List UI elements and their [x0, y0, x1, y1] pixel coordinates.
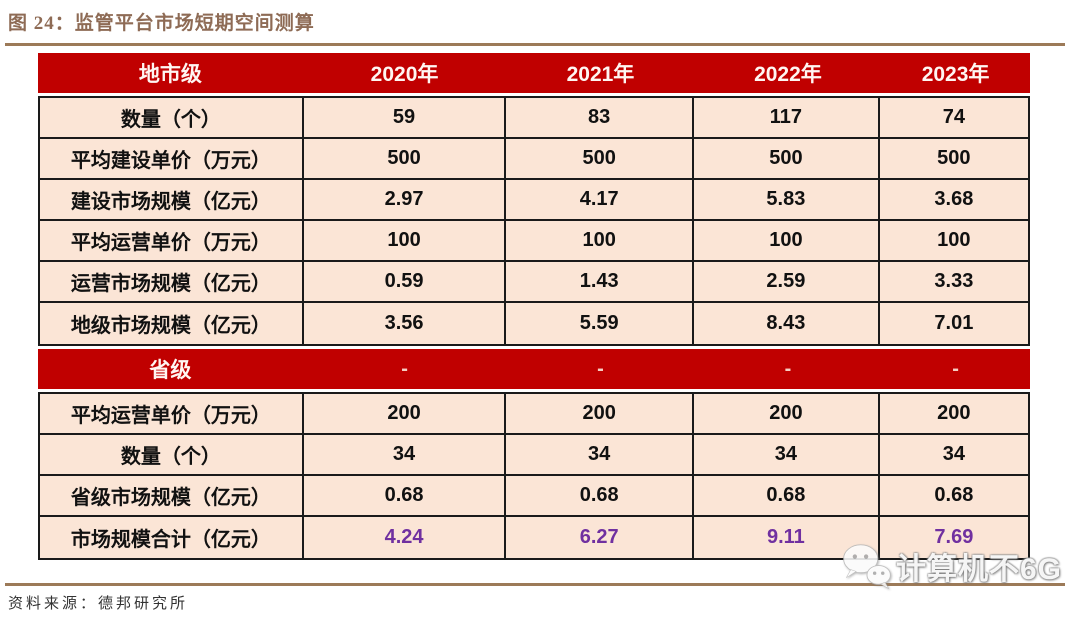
- row-gap: [38, 93, 1030, 96]
- header-cell-year: 2022年: [754, 63, 822, 86]
- header-cell-region: 地市级: [138, 63, 202, 86]
- table-row: 地级市场规模（亿元） 3.56 5.59 8.43 7.01: [40, 303, 1028, 344]
- row-label: 平均运营单价（万元）: [40, 221, 304, 260]
- cell-value: 0.68: [694, 476, 880, 515]
- row-label: 建设市场规模（亿元）: [40, 180, 304, 219]
- cell-value: 500: [879, 139, 1028, 178]
- cell-value: 4.17: [506, 180, 695, 219]
- province-section-row: 省级 - - - -: [38, 349, 1030, 389]
- row-label: 平均运营单价（万元）: [40, 394, 304, 433]
- row-label: 数量（个）: [40, 435, 304, 474]
- cell-value: 7.01: [879, 303, 1028, 344]
- cell-value: 3.68: [879, 180, 1028, 219]
- cell-value: 34: [506, 435, 695, 474]
- cell-value: 117: [694, 98, 880, 137]
- cell-value: 0.68: [303, 476, 507, 515]
- cell-value: 34: [694, 435, 880, 474]
- dash-cell: -: [597, 357, 604, 380]
- cell-value: 200: [879, 394, 1028, 433]
- table-row: 运营市场规模（亿元） 0.59 1.43 2.59 3.33: [40, 262, 1028, 303]
- total-value: 9.11: [694, 517, 880, 558]
- cell-value: 5.83: [694, 180, 880, 219]
- cell-value: 200: [694, 394, 880, 433]
- cell-value: 0.68: [506, 476, 695, 515]
- table-row: 平均运营单价（万元） 100 100 100 100: [40, 221, 1028, 262]
- cell-value: 2.59: [694, 262, 880, 301]
- cell-value: 34: [303, 435, 507, 474]
- cell-value: 8.43: [694, 303, 880, 344]
- total-value: 4.24: [303, 517, 507, 558]
- cell-value: 0.68: [879, 476, 1028, 515]
- source-attribution: 资料来源：德邦研究所: [8, 596, 189, 612]
- cell-value: 200: [506, 394, 695, 433]
- table-row: 数量（个） 59 83 117 74: [40, 98, 1028, 139]
- cell-value: 500: [506, 139, 695, 178]
- total-value: 6.27: [506, 517, 695, 558]
- header-cell-year: 2021年: [566, 63, 635, 86]
- table-row: 数量（个） 34 34 34 34: [40, 435, 1028, 476]
- dash-cell: -: [784, 357, 792, 380]
- figure-title: 图 24：监管平台市场短期空间测算: [8, 13, 315, 34]
- cell-value: 83: [506, 98, 695, 137]
- cell-value: 2.97: [303, 180, 507, 219]
- market-size-table: 地市级 2020年 2021年 2022年 2023年 数量（个） 59 83 …: [38, 53, 1030, 560]
- province-level-block: 平均运营单价（万元） 200 200 200 200 数量（个） 34 34 3…: [38, 392, 1030, 560]
- cell-value: 1.43: [506, 262, 695, 301]
- row-label: 省级市场规模（亿元）: [40, 476, 304, 515]
- table-row: 建设市场规模（亿元） 2.97 4.17 5.83 3.68: [40, 180, 1028, 221]
- cell-value: 500: [694, 139, 880, 178]
- cell-value: 74: [879, 98, 1028, 137]
- row-gap: [38, 346, 1030, 349]
- table-row: 平均运营单价（万元） 200 200 200 200: [40, 394, 1028, 435]
- cell-value: 100: [303, 221, 507, 260]
- table-row: 平均建设单价（万元） 500 500 500 500: [40, 139, 1028, 180]
- cell-value: 3.33: [879, 262, 1028, 301]
- top-divider-line: [5, 43, 1065, 46]
- dash-cell: -: [952, 357, 959, 380]
- cell-value: 34: [879, 435, 1028, 474]
- row-label: 地级市场规模（亿元）: [40, 303, 304, 344]
- header-cell-year: 2020年: [370, 63, 439, 86]
- table-header-row: 地市级 2020年 2021年 2022年 2023年: [38, 53, 1030, 93]
- header-cell-year: 2023年: [921, 63, 990, 86]
- row-label: 运营市场规模（亿元）: [40, 262, 304, 301]
- cell-value: 5.59: [506, 303, 695, 344]
- total-value: 7.69: [879, 517, 1028, 558]
- cell-value: 59: [303, 98, 507, 137]
- cell-value: 3.56: [303, 303, 507, 344]
- row-label: 数量（个）: [40, 98, 304, 137]
- cell-value: 100: [879, 221, 1028, 260]
- cell-value: 0.59: [303, 262, 507, 301]
- cell-value: 200: [303, 394, 507, 433]
- row-label: 市场规模合计（亿元）: [40, 517, 304, 558]
- section-label: 省级: [149, 359, 192, 382]
- row-label: 平均建设单价（万元）: [40, 139, 304, 178]
- city-level-block: 数量（个） 59 83 117 74 平均建设单价（万元） 500 500 50…: [38, 96, 1030, 346]
- row-gap: [38, 389, 1030, 392]
- cell-value: 100: [694, 221, 880, 260]
- bottom-divider-line: [5, 583, 1065, 586]
- table-row: 省级市场规模（亿元） 0.68 0.68 0.68 0.68: [40, 476, 1028, 517]
- cell-value: 100: [506, 221, 695, 260]
- cell-value: 500: [303, 139, 507, 178]
- dash-cell: -: [401, 357, 408, 380]
- total-row: 市场规模合计（亿元） 4.24 6.27 9.11 7.69: [40, 517, 1028, 558]
